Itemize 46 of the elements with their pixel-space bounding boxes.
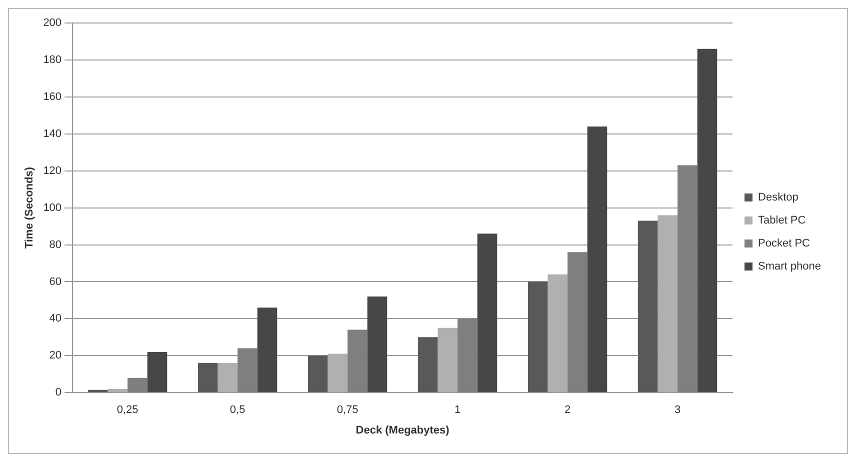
bar [438,328,458,392]
x-tick-label: 2 [564,404,571,416]
bar [257,308,278,392]
bar [367,296,388,392]
y-tick-label: 60 [49,276,62,288]
y-tick-label: 80 [49,238,62,251]
y-tick-label: 200 [43,17,62,30]
x-tick-label: 0,75 [336,404,358,416]
legend-label: Pocket PC [758,238,810,250]
y-tick-label: 20 [49,350,62,362]
y-tick-label: 0 [55,386,62,399]
bar [658,215,678,392]
legend-label: Smart phone [758,260,822,273]
bar [678,165,698,392]
bar [198,363,218,392]
bar [218,363,238,392]
bar [128,378,148,392]
bar [477,234,498,392]
x-tick-label: 1 [454,404,461,416]
bar [587,126,608,392]
bar [308,356,328,392]
y-axis-title: Time (Seconds) [24,166,36,249]
y-tick-label: 180 [43,54,62,66]
bar [458,318,478,392]
bar [528,282,548,392]
y-tick-label: 40 [49,312,62,325]
bar [238,348,258,392]
x-tick-label: 3 [674,404,681,416]
x-tick-label: 0,5 [230,404,246,416]
y-tick-label: 140 [43,128,62,140]
bar [568,252,588,392]
bar [548,274,568,392]
bar [147,352,168,392]
y-tick-label: 160 [43,90,62,103]
bar [697,48,718,392]
x-axis-title: Deck (Megabytes) [356,424,450,436]
y-tick-label: 120 [43,164,62,177]
y-tick-label: 100 [43,202,62,214]
bar [348,330,368,392]
bar [638,220,658,392]
bar [328,354,348,392]
legend-label: Tablet PC [758,214,806,227]
x-tick-label: 0,25 [116,404,138,416]
legend-label: Desktop [758,192,798,204]
bar [418,337,438,392]
bar [108,388,128,392]
